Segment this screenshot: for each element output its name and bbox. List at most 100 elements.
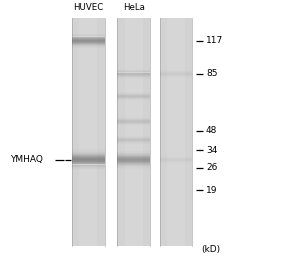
Bar [117,122,150,123]
Bar [72,163,105,164]
Bar [160,156,192,157]
Bar [117,167,150,168]
Text: (kD): (kD) [201,245,220,254]
Bar [117,18,150,246]
Bar [117,157,150,158]
Bar [117,162,150,163]
Bar [72,161,105,162]
Bar [117,77,150,78]
Bar [72,42,105,43]
Bar [72,18,105,246]
Bar [72,39,105,40]
Bar [72,152,105,153]
Bar [117,74,150,75]
Bar [117,125,150,126]
Bar [117,160,150,161]
Bar [117,120,150,121]
Bar [160,73,192,74]
Bar [72,154,105,155]
Bar [167,18,185,246]
Bar [160,71,192,72]
Bar [160,160,192,161]
Bar [117,94,150,95]
Bar [72,158,105,159]
Bar [72,168,105,169]
Bar [117,69,150,70]
Bar [117,71,150,72]
Bar [72,45,105,46]
Bar [72,40,105,41]
Bar [117,165,150,166]
Bar [72,34,105,35]
Bar [117,73,150,74]
Bar [72,160,105,161]
Bar [117,75,150,76]
Text: 26: 26 [206,163,217,172]
Bar [72,37,105,38]
Bar [117,72,150,73]
Bar [117,164,150,165]
Bar [160,77,192,78]
Bar [72,38,105,39]
Bar [160,70,192,71]
Bar [72,156,105,157]
Bar [72,149,105,150]
Bar [117,154,150,155]
Bar [117,98,150,99]
Bar [72,150,105,151]
Bar [160,161,192,162]
Bar [160,75,192,76]
Bar [72,151,105,152]
Text: 85: 85 [206,69,218,78]
Bar [117,93,150,94]
Bar [117,100,150,101]
Bar [117,117,150,118]
Bar [160,18,192,246]
Text: 48: 48 [206,126,217,135]
Bar [117,159,150,160]
Bar [117,152,150,153]
Bar [117,70,150,71]
Text: HeLa: HeLa [123,3,145,12]
Bar [160,157,192,158]
Bar [117,161,150,162]
Bar [117,143,150,144]
Bar [117,137,150,138]
Bar [117,96,150,97]
Bar [117,138,150,139]
Bar [72,159,105,160]
Bar [117,135,150,136]
Bar [117,168,150,169]
Bar [72,169,105,170]
Text: 34: 34 [206,146,217,155]
Bar [160,159,192,160]
Bar [117,153,150,154]
Bar [72,44,105,45]
Bar [72,46,105,47]
Bar [160,155,192,156]
Bar [117,123,150,124]
Bar [117,142,150,143]
Bar [117,99,150,100]
Bar [72,164,105,165]
Bar [117,118,150,119]
Bar [80,18,97,246]
Bar [72,43,105,44]
Bar [160,74,192,75]
Bar [160,72,192,73]
Bar [117,76,150,77]
Bar [125,18,143,246]
Bar [117,156,150,157]
Bar [117,163,150,164]
Bar [117,97,150,98]
Bar [117,95,150,96]
Bar [72,162,105,163]
Bar [117,92,150,93]
Bar [117,155,150,156]
Bar [72,166,105,167]
Bar [117,121,150,122]
Bar [72,165,105,166]
Text: 117: 117 [206,36,223,45]
Bar [117,140,150,141]
Bar [72,36,105,37]
